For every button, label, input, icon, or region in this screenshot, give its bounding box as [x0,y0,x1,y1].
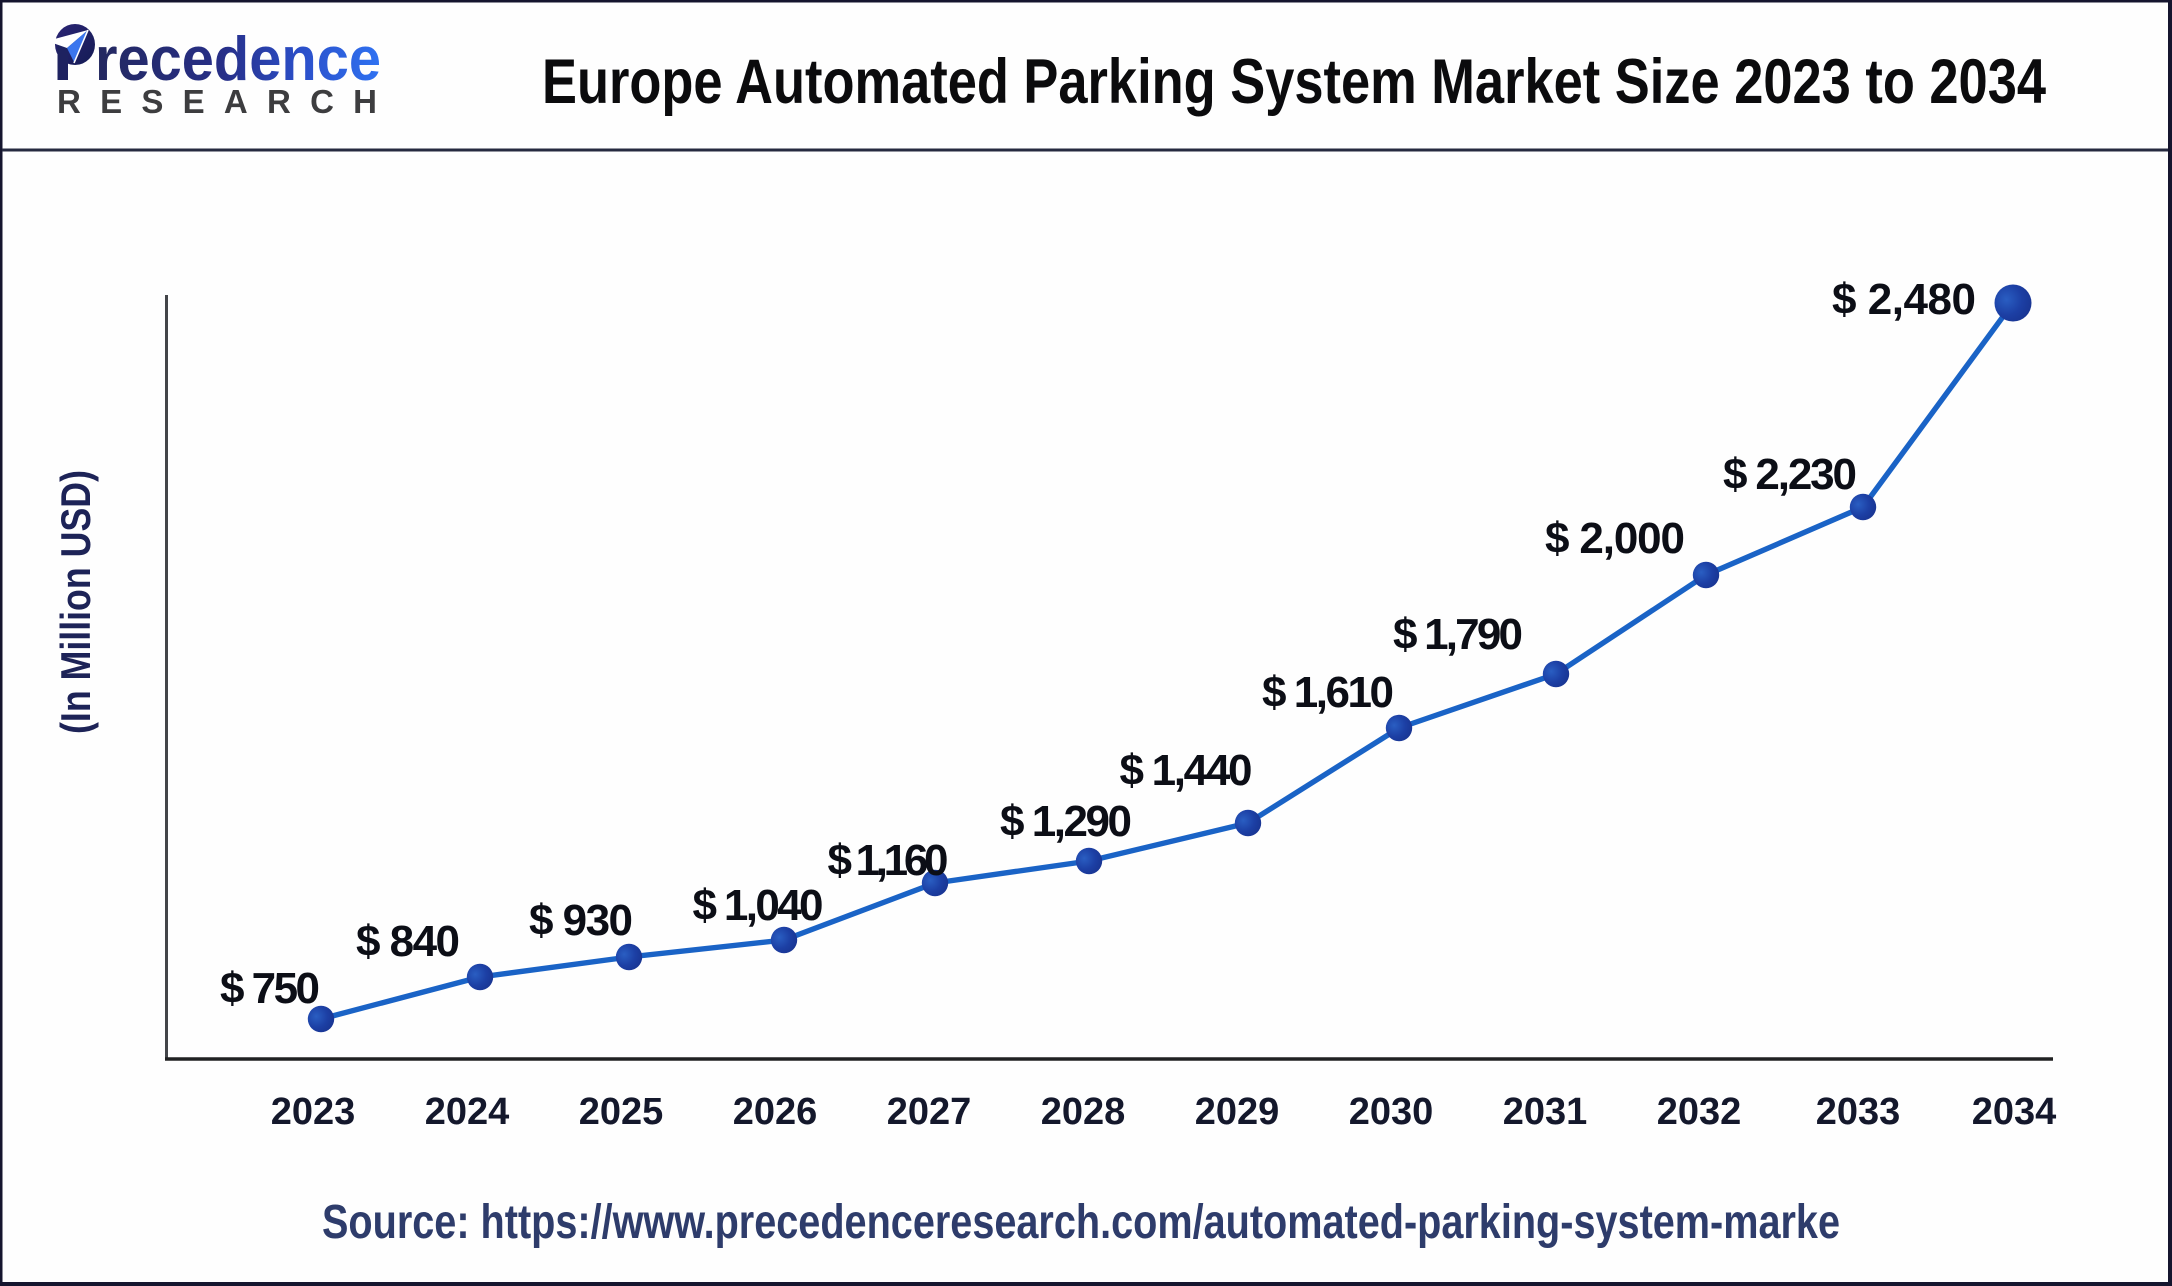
svg-text:2028: 2028 [1041,1091,1126,1133]
svg-text:$ 1,040: $ 1,040 [693,881,824,930]
svg-text:$ 930: $ 930 [529,896,633,945]
svg-text:(In Million USD): (In Million USD) [52,470,99,734]
svg-text:2027: 2027 [887,1091,972,1133]
svg-text:2025: 2025 [579,1091,664,1133]
svg-text:$ 2,480: $ 2,480 [1832,275,1976,324]
svg-text:$ 1,610: $ 1,610 [1262,668,1394,717]
svg-text:2032: 2032 [1657,1091,1742,1133]
svg-text:$ 1,440: $ 1,440 [1120,746,1253,795]
svg-text:2024: 2024 [425,1091,510,1133]
svg-text:Source: https://www.precedence: Source: https://www.precedenceresearch.c… [322,1196,1840,1249]
svg-text:$ 1,290: $ 1,290 [1000,797,1132,846]
svg-text:2034: 2034 [1972,1091,2057,1133]
svg-text:Europe Automated Parking Syste: Europe Automated Parking System Market S… [542,47,2046,117]
svg-text:2033: 2033 [1816,1091,1901,1133]
svg-text:$ 1,790: $ 1,790 [1393,610,1523,659]
svg-text:2030: 2030 [1349,1091,1434,1133]
svg-text:2023: 2023 [271,1091,356,1133]
svg-text:2031: 2031 [1503,1091,1588,1133]
svg-text:$ 2,230: $ 2,230 [1723,450,1857,499]
svg-text:recedence: recedence [95,25,381,94]
svg-text:$ 1,160: $ 1,160 [828,836,949,885]
svg-text:$ 750: $ 750 [220,964,320,1013]
svg-text:$ 2,000: $ 2,000 [1545,514,1685,563]
svg-text:2029: 2029 [1195,1091,1280,1133]
svg-text:2026: 2026 [733,1091,818,1133]
svg-text:$ 840: $ 840 [356,917,460,966]
